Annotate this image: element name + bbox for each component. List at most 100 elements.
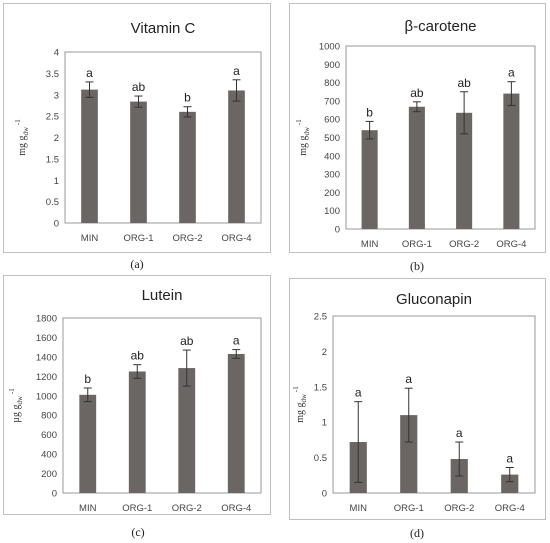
plot-area (62, 317, 262, 494)
y-tick-label-7: 1400 (36, 352, 57, 363)
y-tick-label-7: 3.5 (46, 69, 59, 80)
panel-gluconapin: Gluconapin 0 0.5 1 1.5 2 2.5 mg gdw -1 a MIN a ORG-… (289, 278, 546, 520)
chart-beta-carotene: β-carotene 0 100 200 300 400 500 600 700 800 900 10… (289, 3, 546, 253)
y-tick-label-3: 600 (41, 430, 57, 441)
x-tick-label-min: MIN (350, 503, 368, 514)
y-tick-label-7: 700 (324, 96, 340, 107)
bar-org-1 (408, 106, 425, 229)
bar-org-4 (227, 353, 245, 493)
chart-title: Lutein (142, 287, 183, 304)
y-tick-label-8: 1600 (36, 333, 57, 344)
x-tick-label-org-1: ORG-1 (123, 233, 153, 244)
x-tick-label-org-4: ORG-4 (496, 239, 526, 250)
y-tick-label-2: 1 (322, 418, 327, 429)
plot-area (345, 45, 536, 230)
y-tick-label-1: 100 (324, 206, 340, 217)
y-tick-label-6: 600 (324, 115, 340, 126)
significance-letter-org-1: ab (132, 80, 146, 94)
panel-label-c: (c) (131, 525, 145, 539)
y-tick-label-9: 900 (324, 60, 340, 71)
bar-org-1 (130, 101, 147, 223)
y-tick-label-0: 0 (54, 219, 59, 230)
panel-vitamin-c: Vitamin C 0 0.5 1 1.5 2 2.5 3 3.5 4 mg gdw -1 a MIN a… (3, 3, 271, 253)
y-tick-label-4: 2 (322, 347, 327, 358)
significance-letter-org-4: a (508, 66, 515, 80)
y-tick-label-0: 0 (52, 489, 57, 500)
y-axis-label: mg gdw -1 (14, 119, 30, 156)
significance-letter-min: a (355, 386, 362, 400)
panel-label-d: (d) (410, 526, 424, 540)
bar-org-2 (456, 112, 473, 229)
significance-letter-org-2: ab (180, 334, 194, 348)
bar-org-4 (503, 93, 520, 229)
y-tick-label-5: 2.5 (314, 312, 327, 323)
bar-min (361, 130, 378, 229)
x-tick-label-org-2: ORG-2 (449, 239, 479, 250)
y-tick-label-8: 800 (324, 78, 340, 89)
significance-letter-org-2: b (184, 91, 191, 105)
y-tick-label-1: 200 (41, 469, 57, 480)
chart-title: Gluconapin (396, 291, 472, 308)
y-axis-label: mg gdw -1 (295, 119, 311, 156)
x-tick-label-org-1: ORG-1 (402, 239, 432, 250)
bar-org-2 (179, 111, 196, 223)
x-tick-label-org-2: ORG-2 (172, 503, 202, 514)
x-tick-label-org-4: ORG-4 (495, 503, 525, 514)
y-tick-label-6: 3 (54, 90, 59, 101)
y-tick-label-4: 2 (54, 133, 59, 144)
x-tick-label-org-1: ORG-1 (122, 503, 152, 514)
y-tick-label-3: 1.5 (314, 382, 327, 393)
panel-label-b: (b) (410, 259, 424, 273)
significance-letter-org-2: ab (457, 76, 471, 90)
significance-letter-org-1: ab (131, 349, 145, 363)
significance-letter-min: b (84, 372, 91, 386)
chart-lutein: Lutein 0 200 400 600 800 1000 1200 1400 1600 1800 µ… (3, 275, 271, 515)
y-tick-label-2: 400 (41, 450, 57, 461)
x-tick-label-org-2: ORG-2 (172, 233, 202, 244)
chart-title: β-carotene (405, 18, 477, 35)
plot-area (332, 315, 536, 494)
significance-letter-org-4: a (233, 64, 240, 78)
x-tick-label-org-2: ORG-2 (444, 503, 474, 514)
y-tick-label-0: 0 (322, 489, 327, 500)
y-tick-label-5: 500 (324, 133, 340, 144)
y-tick-label-5: 1000 (36, 391, 57, 402)
panel-lutein: Lutein 0 200 400 600 800 1000 1200 1400 1600 1800 µ… (3, 275, 271, 515)
chart-vitamin-c: Vitamin C 0 0.5 1 1.5 2 2.5 3 3.5 4 mg gdw -1 a MIN a… (3, 3, 271, 253)
y-axis-label: µg gdw -1 (8, 388, 24, 423)
bar-org-1 (400, 415, 418, 493)
significance-letter-org-4: a (506, 452, 513, 466)
y-tick-label-3: 1.5 (46, 154, 59, 165)
y-axis-label: mg gdw -1 (292, 386, 308, 423)
chart-title: Vitamin C (131, 20, 196, 37)
y-tick-label-2: 200 (324, 188, 340, 199)
significance-letter-min: a (86, 66, 93, 80)
bar-org-4 (501, 474, 519, 493)
significance-letter-org-1: a (405, 372, 412, 386)
x-tick-label-org-4: ORG-4 (221, 503, 251, 514)
y-tick-label-1: 0.5 (46, 197, 59, 208)
x-tick-label-min: MIN (361, 239, 379, 250)
significance-letter-org-1: ab (410, 86, 424, 100)
y-tick-label-2: 1 (54, 176, 59, 187)
bar-min (81, 89, 98, 224)
panel-beta-carotene: β-carotene 0 100 200 300 400 500 600 700 800 900 10… (289, 3, 546, 253)
y-tick-label-4: 800 (41, 411, 57, 422)
x-tick-label-org-1: ORG-1 (394, 503, 424, 514)
y-tick-label-10: 1000 (319, 42, 340, 53)
x-tick-label-org-4: ORG-4 (221, 233, 251, 244)
significance-letter-min: b (366, 105, 373, 119)
y-tick-label-9: 1800 (36, 314, 57, 325)
bar-org-4 (228, 90, 245, 223)
x-tick-label-min: MIN (81, 233, 99, 244)
y-tick-label-4: 400 (324, 151, 340, 162)
y-tick-label-6: 1200 (36, 372, 57, 383)
significance-letter-org-4: a (233, 334, 240, 348)
y-tick-label-8: 4 (54, 48, 59, 59)
x-tick-label-min: MIN (79, 503, 97, 514)
bar-org-1 (128, 371, 146, 493)
y-tick-label-0: 0 (335, 225, 340, 236)
significance-letter-org-2: a (456, 426, 463, 440)
plot-area (64, 51, 262, 224)
bar-min (79, 394, 97, 493)
